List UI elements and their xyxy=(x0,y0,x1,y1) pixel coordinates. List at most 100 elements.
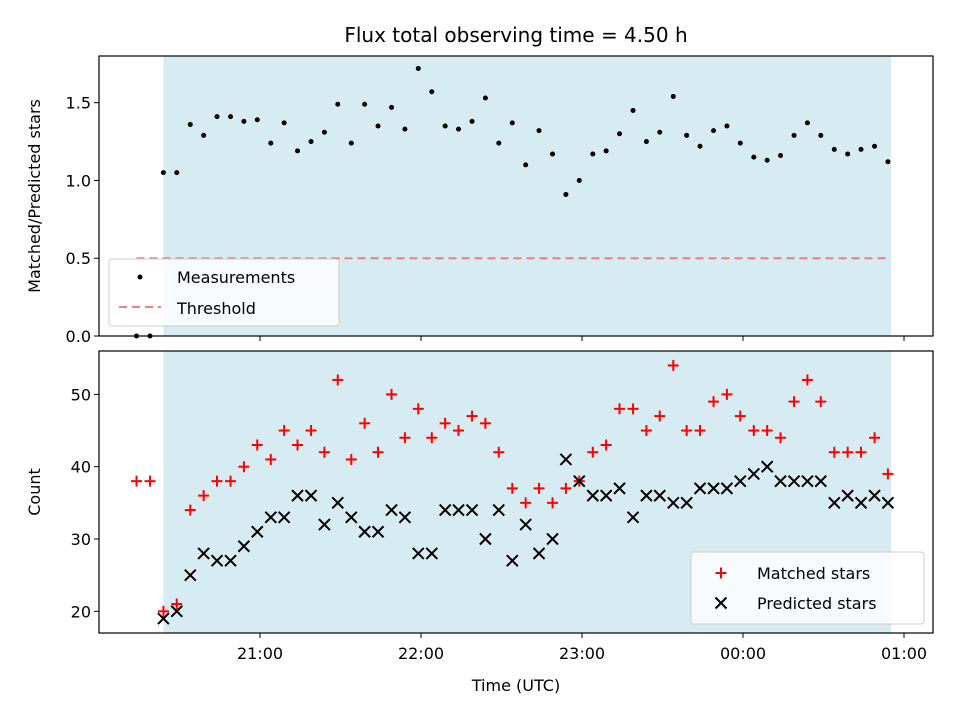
legend-marker-matched xyxy=(715,567,727,579)
predicted-point xyxy=(519,518,532,531)
matched-point xyxy=(412,403,424,415)
legend-label-matched: Matched stars xyxy=(757,564,870,583)
measurement-point xyxy=(241,118,247,124)
matched-point xyxy=(708,396,720,408)
chart-title: Flux total observing time = 4.50 h xyxy=(344,23,687,47)
measurement-point xyxy=(523,162,529,168)
predicted-point xyxy=(613,482,626,495)
predicted-point xyxy=(197,547,210,560)
x-tick-label: 23:00 xyxy=(559,644,605,663)
y-tick-label: 50 xyxy=(71,385,91,404)
measurement-point xyxy=(442,123,448,129)
measurement-point xyxy=(630,107,636,113)
measurement-point xyxy=(214,114,220,120)
predicted-point xyxy=(707,482,720,495)
matched-point xyxy=(479,417,491,429)
matched-point xyxy=(131,475,143,487)
matched-point xyxy=(694,425,706,437)
x-ticks-top xyxy=(259,336,905,341)
measurement-point xyxy=(509,120,515,126)
measurement-point xyxy=(281,120,287,126)
matched-point xyxy=(721,388,733,400)
predicted-point xyxy=(304,489,318,502)
x-tick-label: 21:00 xyxy=(237,644,283,663)
measurement-point xyxy=(187,121,193,127)
predicted-point xyxy=(828,496,841,510)
matched-point xyxy=(453,425,465,437)
measurement-point xyxy=(831,146,837,152)
predicted-point xyxy=(358,525,371,538)
matched-point xyxy=(345,453,357,465)
measurement-point xyxy=(711,128,717,134)
matched-point xyxy=(399,432,411,444)
axes-frame-bottom xyxy=(98,350,934,634)
measurement-point xyxy=(348,140,354,146)
matched-point xyxy=(815,396,827,408)
predicted-point xyxy=(747,467,761,481)
measurement-point xyxy=(228,114,234,120)
measurement-point xyxy=(657,129,663,135)
predicted-point xyxy=(331,496,344,510)
matched-point xyxy=(506,482,518,494)
predicted-point xyxy=(640,489,653,502)
measurement-point xyxy=(576,177,582,183)
predicted-point xyxy=(599,489,613,502)
measurement-point xyxy=(643,139,649,145)
legend-label-threshold: Threshold xyxy=(176,299,256,318)
predicted-point xyxy=(573,474,586,488)
matched-point xyxy=(855,446,867,458)
predicted-point xyxy=(264,511,277,524)
measurement-point xyxy=(563,191,569,197)
matched-point xyxy=(211,475,223,487)
measurement-point xyxy=(872,143,878,149)
matched-point xyxy=(614,403,626,415)
predicted-point xyxy=(881,496,895,510)
x-ticks-bottom: 21:00 22:00 23:00 00:00 01:00 xyxy=(237,633,927,663)
matched-point xyxy=(225,475,237,487)
measurement-point xyxy=(778,153,784,159)
y-ticks-top: 0.0 0.5 1.0 1.5 xyxy=(66,94,99,346)
predicted-point xyxy=(720,482,734,495)
matched-point xyxy=(520,497,532,509)
y-axis-label-top: Matched/Predicted stars xyxy=(25,99,44,293)
matched-point xyxy=(775,432,787,444)
predicted-point xyxy=(210,554,224,567)
matched-point xyxy=(882,468,894,480)
legend-marker-predicted xyxy=(714,596,728,610)
predicted-point xyxy=(438,503,452,517)
predicted-point xyxy=(412,547,425,560)
matched-point xyxy=(761,425,773,437)
measurement-point xyxy=(737,140,743,146)
measurement-point xyxy=(335,101,341,107)
matched-point xyxy=(184,504,196,516)
matched-point xyxy=(788,396,800,408)
predicted-point xyxy=(546,532,559,546)
x-axis-label: Time (UTC) xyxy=(471,676,560,695)
panel-count: 20 30 40 50 21:00 22:00 23:00 00:00 01:00 Count… xyxy=(25,350,934,695)
predicted-point xyxy=(425,547,439,560)
measurement-point xyxy=(670,93,676,99)
axes-frame-top xyxy=(98,55,934,337)
predicted-point xyxy=(868,489,881,502)
matched-point xyxy=(734,410,746,422)
matched-point xyxy=(560,482,572,494)
predicted-point xyxy=(385,503,398,517)
y-tick-label: 20 xyxy=(71,602,91,621)
predicted-point xyxy=(814,474,827,488)
matched-point xyxy=(439,417,451,429)
matched-point xyxy=(251,439,263,451)
predicted-point xyxy=(184,568,197,582)
predicted-point xyxy=(734,474,747,488)
y-tick-label: 1.0 xyxy=(66,171,91,190)
predicted-point xyxy=(626,511,640,524)
predicted-point xyxy=(371,525,385,538)
measurement-point xyxy=(389,104,395,110)
predicted-point xyxy=(559,453,573,466)
matched-point xyxy=(278,425,290,437)
measurement-point xyxy=(429,89,435,95)
predicted-point xyxy=(237,540,251,553)
measurement-point xyxy=(402,126,408,132)
legend-top: Measurements Threshold xyxy=(108,258,340,327)
matched-point xyxy=(292,439,304,451)
predicted-point xyxy=(465,503,479,517)
